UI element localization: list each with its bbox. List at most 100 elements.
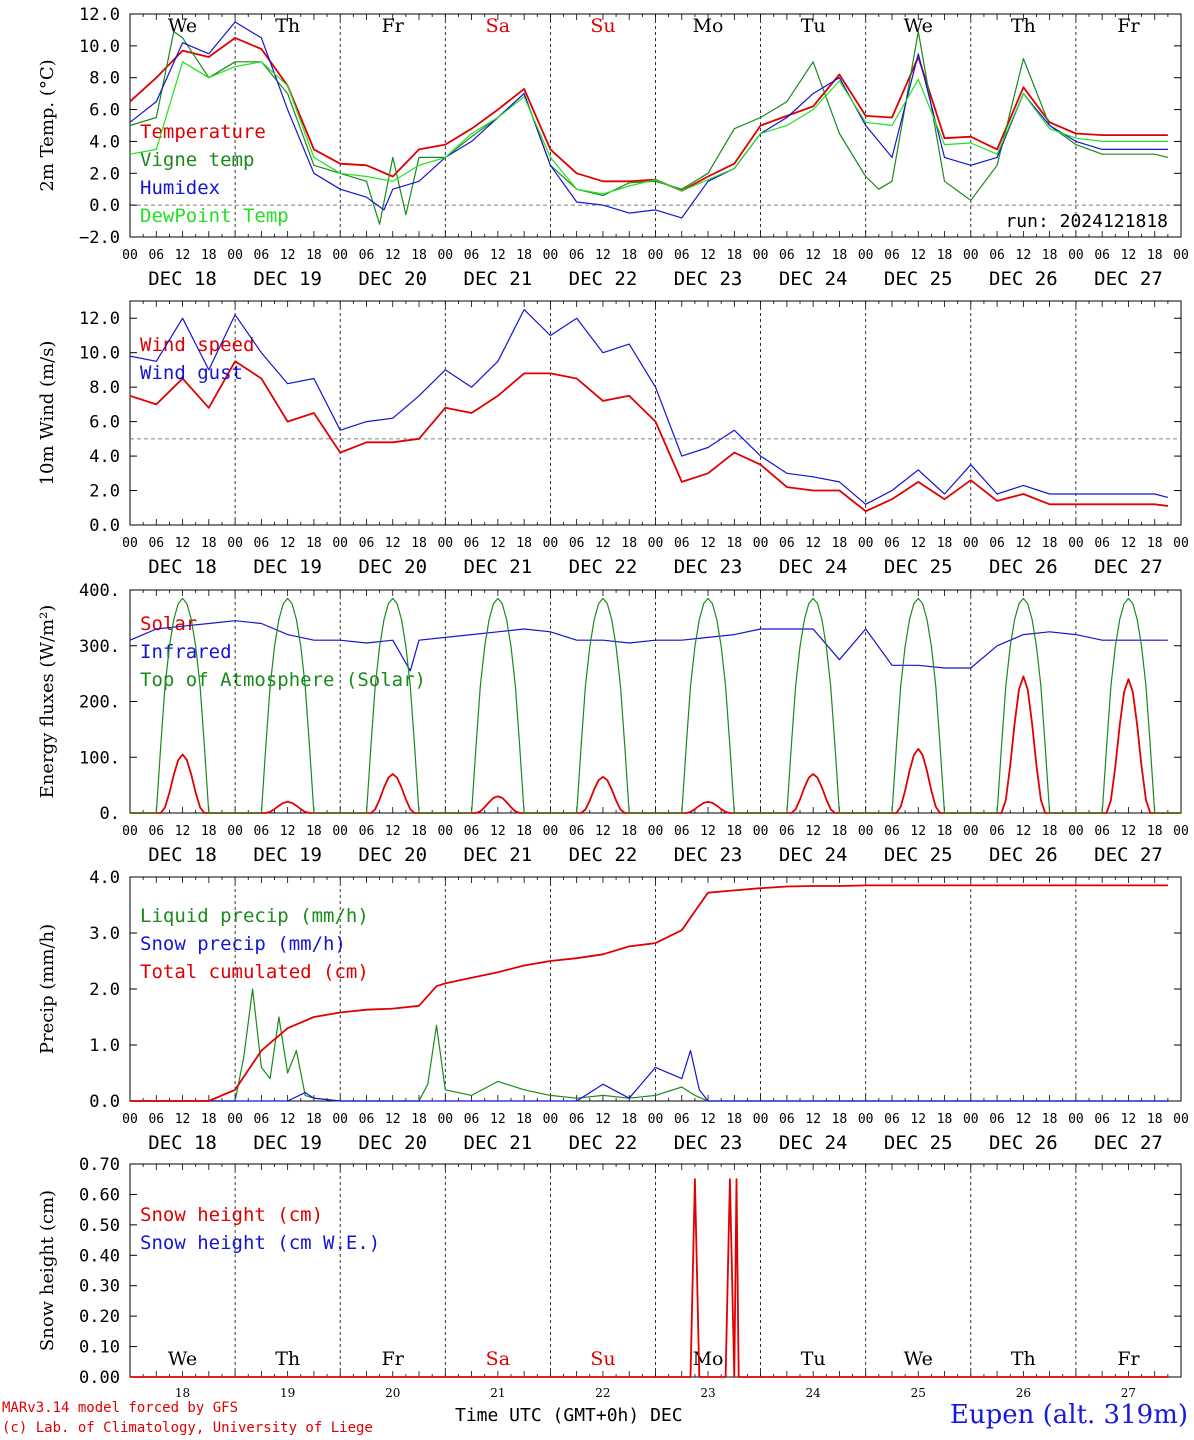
hour-tick-label: 18 (306, 248, 322, 263)
legend-entry: Top of Atmosphere (Solar) (140, 669, 426, 691)
hour-tick-label: 00 (963, 1112, 979, 1127)
day-number-label: 25 (911, 1386, 926, 1400)
date-label: DEC 19 (253, 844, 322, 866)
day-letter: Th (1011, 15, 1036, 37)
hour-tick-label: 12 (595, 248, 611, 263)
hour-tick-label: 18 (306, 1112, 322, 1127)
hour-tick-label: 00 (543, 248, 559, 263)
hour-tick-label: 18 (201, 248, 217, 263)
hour-tick-label: 00 (332, 248, 348, 263)
hour-tick-label: 00 (122, 1112, 138, 1127)
hour-tick-label: 06 (674, 1112, 690, 1127)
legend-entry: Vigne temp (140, 149, 254, 171)
run-label: run: 2024121818 (1005, 211, 1168, 232)
day-letter: Fr (382, 1348, 405, 1370)
x-axis-title-text: Time UTC (GMT+0h) (455, 1405, 640, 1426)
hour-tick-label: 06 (989, 536, 1005, 551)
hour-tick-label: 06 (1094, 536, 1110, 551)
date-label: DEC 25 (884, 268, 953, 290)
hour-tick-label: 00 (437, 1112, 453, 1127)
hour-tick-label: 00 (648, 248, 664, 263)
hour-tick-label: 00 (858, 248, 874, 263)
date-label: DEC 18 (148, 556, 217, 578)
hour-tick-label: 12 (490, 824, 506, 839)
y-tick-label: 0.30 (79, 1277, 120, 1297)
date-label: DEC 26 (989, 268, 1058, 290)
day-number-label: 20 (385, 1386, 400, 1400)
hour-tick-label: 12 (280, 248, 296, 263)
day-letter: Sa (486, 15, 510, 37)
series-line-energy-1 (129, 620, 1168, 672)
hour-tick-label: 06 (254, 824, 270, 839)
hour-tick-label: 12 (1121, 1112, 1137, 1127)
day-letter: We (904, 15, 933, 37)
hour-tick-label: 18 (726, 824, 742, 839)
hour-tick-label: 00 (227, 1112, 243, 1127)
hour-tick-label: 12 (910, 1112, 926, 1127)
hour-tick-label: 06 (254, 1112, 270, 1127)
hour-tick-label: 00 (543, 536, 559, 551)
hour-tick-label: 12 (1121, 536, 1137, 551)
hour-tick-label: 12 (910, 824, 926, 839)
hour-tick-label: 18 (937, 824, 953, 839)
hour-tick-label: 06 (359, 248, 375, 263)
hour-tick-label: 06 (464, 1112, 480, 1127)
legend-entry: Liquid precip (mm/h) (140, 905, 369, 927)
hour-tick-label: 06 (674, 536, 690, 551)
day-letter: Th (275, 1348, 300, 1370)
date-label: DEC 25 (884, 844, 953, 866)
hour-tick-label: 06 (569, 248, 585, 263)
hour-tick-label: 00 (1068, 824, 1084, 839)
hour-tick-label: 12 (700, 824, 716, 839)
hour-tick-label: 18 (1042, 1112, 1058, 1127)
hour-tick-label: 06 (1094, 824, 1110, 839)
hour-tick-label: 18 (832, 248, 848, 263)
hour-tick-label: 18 (1042, 248, 1058, 263)
hour-tick-label: 12 (1016, 536, 1032, 551)
hour-tick-label: 12 (385, 824, 401, 839)
day-letter: Su (590, 1348, 615, 1370)
hour-tick-label: 18 (1042, 824, 1058, 839)
y-tick-label: 6.0 (89, 101, 120, 121)
hour-tick-label: 06 (1094, 248, 1110, 263)
day-letter: Fr (382, 15, 405, 37)
hour-tick-label: 18 (1147, 824, 1163, 839)
date-label: DEC 27 (1094, 844, 1163, 866)
y-tick-label: 0.10 (79, 1338, 120, 1358)
panel-frame-wind (129, 300, 1182, 526)
hour-tick-label: 06 (569, 824, 585, 839)
hour-tick-label: 12 (385, 248, 401, 263)
day-letter: Mo (693, 15, 724, 37)
hour-tick-label: 18 (411, 248, 427, 263)
hour-tick-label: 00 (227, 824, 243, 839)
hour-tick-label: 12 (700, 1112, 716, 1127)
date-label: DEC 27 (1094, 268, 1163, 290)
hour-tick-label: 18 (937, 1112, 953, 1127)
hour-tick-label: 00 (753, 824, 769, 839)
y-tick-label: 2.0 (89, 164, 120, 184)
y-tick-label: 100. (79, 748, 120, 768)
day-number-label: 22 (595, 1386, 610, 1400)
panel-frame-energy (129, 589, 1182, 814)
day-letter: Su (590, 15, 615, 37)
hour-tick-label: 00 (858, 1112, 874, 1127)
hour-tick-label: 00 (963, 536, 979, 551)
hour-tick-label: 00 (753, 536, 769, 551)
hour-tick-label: 00 (1173, 1112, 1189, 1127)
y-tick-label: 10.0 (79, 344, 120, 364)
y-tick-label: 0. (100, 804, 120, 824)
date-label: DEC 19 (253, 268, 322, 290)
hour-tick-label: 06 (884, 536, 900, 551)
series-line-precip-2 (130, 884, 1168, 1102)
series-line-energy-2 (130, 597, 1181, 814)
hour-tick-label: 06 (254, 536, 270, 551)
day-number-label: 27 (1121, 1386, 1136, 1400)
hour-tick-label: 06 (148, 824, 164, 839)
hour-tick-label: 06 (884, 248, 900, 263)
hour-tick-label: 06 (779, 248, 795, 263)
hour-tick-label: 00 (648, 536, 664, 551)
legend-entry: DewPoint Temp (140, 205, 289, 227)
date-label: DEC 23 (674, 1132, 743, 1154)
hour-tick-label: 06 (359, 1112, 375, 1127)
date-label: DEC 20 (358, 1132, 427, 1154)
